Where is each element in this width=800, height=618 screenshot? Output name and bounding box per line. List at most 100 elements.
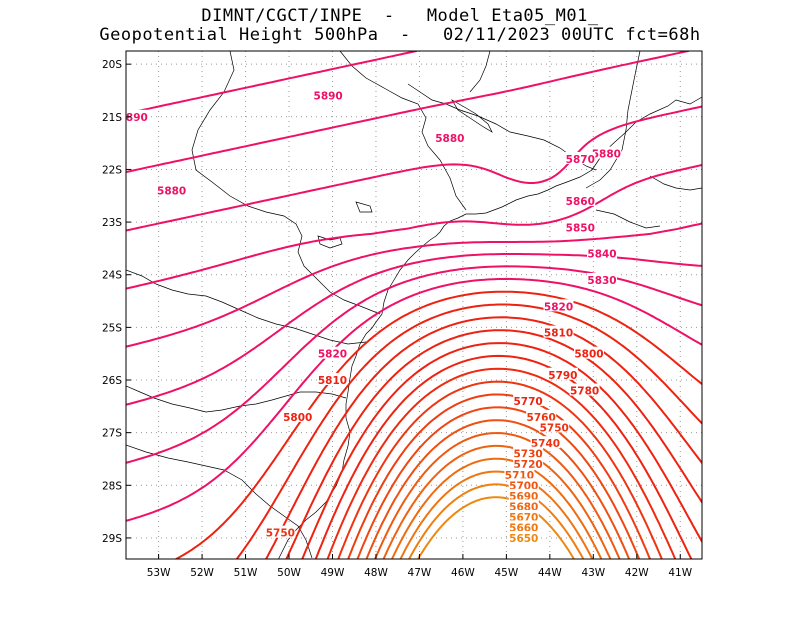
contour-label-bg — [547, 367, 578, 380]
lat-label: 23S — [102, 217, 122, 229]
lat-label: 28S — [102, 480, 122, 492]
lat-label: 25S — [102, 322, 122, 334]
state-border — [469, 51, 491, 93]
contour-label: 5810 — [318, 375, 347, 387]
contour-label-bg — [317, 346, 348, 359]
contour-label: 5810 — [544, 328, 573, 340]
contour-label-bg — [513, 394, 544, 407]
contour-label: 5820 — [544, 301, 573, 313]
contour-5770 — [301, 342, 702, 559]
contour-label: 5850 — [566, 222, 595, 234]
contour-5890 — [126, 51, 418, 115]
contour-label: 5870 — [566, 154, 595, 166]
contour-label: 5790 — [548, 370, 577, 382]
plot-frame — [125, 50, 703, 560]
state-border — [126, 385, 347, 413]
contour-label-bg — [313, 88, 344, 101]
contour-label: 5750 — [266, 528, 295, 540]
contour-label-bg — [434, 130, 465, 143]
contour-label-bg — [530, 436, 561, 449]
contour-label-bg — [508, 478, 539, 491]
contour-5810 — [175, 290, 702, 559]
contour-label: 5800 — [283, 412, 312, 424]
lon-label: 53W — [147, 567, 171, 579]
contour-5880 — [126, 51, 690, 173]
contour-5740 — [337, 380, 663, 559]
contour-label-bg — [591, 146, 622, 159]
lon-label: 47W — [408, 567, 432, 579]
lat-label: 24S — [102, 270, 122, 282]
contour-label-bg — [513, 446, 544, 459]
contour-5650 — [417, 496, 575, 559]
contour-label: 5840 — [587, 249, 616, 261]
country-border — [126, 444, 313, 559]
contour-label-bg — [565, 220, 596, 233]
contour-label-bg — [126, 109, 149, 122]
contour-label-bg — [508, 530, 539, 543]
bay — [451, 99, 493, 133]
coast-detail — [649, 175, 702, 191]
contour-label: 5770 — [513, 396, 542, 408]
contour-label-bg — [504, 467, 535, 480]
contour-5800 — [235, 303, 702, 559]
height-contours — [126, 51, 702, 559]
contour-label: 890 — [126, 112, 148, 124]
contour-5780 — [285, 329, 702, 559]
contour-label-bg — [565, 151, 596, 164]
contour-label: 5890 — [314, 91, 343, 103]
contour-5860 — [126, 164, 702, 290]
lat-label: 20S — [102, 59, 122, 71]
contour-label-bg — [282, 409, 313, 422]
contour-labels: 5890890588058805880587058605850584058305… — [126, 88, 622, 545]
lat-label: 22S — [102, 164, 122, 176]
state-border — [339, 51, 467, 211]
lat-label: 21S — [102, 112, 122, 124]
contour-label-bg — [587, 246, 618, 259]
contour-label-bg — [513, 457, 544, 470]
contour-label: 5650 — [509, 533, 538, 545]
graticule — [126, 51, 702, 559]
contour-label-bg — [565, 194, 596, 207]
coastline — [278, 96, 702, 559]
contour-label: 5830 — [587, 275, 616, 287]
state-border — [585, 51, 641, 189]
contour-label-bg — [543, 299, 574, 312]
contour-5730 — [347, 393, 651, 559]
lon-label: 52W — [190, 567, 214, 579]
contour-label-bg — [508, 499, 539, 512]
lon-label: 46W — [451, 567, 475, 579]
contour-label-bg — [569, 383, 600, 396]
lon-label: 49W — [321, 567, 345, 579]
coast-detail — [595, 209, 661, 229]
map-title-line1: DIMNT/CGCT/INPE - Model Eta05_M01_ — [201, 6, 599, 26]
lon-label: 45W — [495, 567, 519, 579]
lat-label: 27S — [102, 428, 122, 440]
contour-5870 — [126, 105, 702, 232]
lat-label: 29S — [102, 533, 122, 545]
contour-5720 — [356, 406, 641, 559]
contour-label: 5860 — [566, 196, 595, 208]
lat-label: 26S — [102, 375, 122, 387]
lon-label: 41W — [668, 567, 692, 579]
contour-label-bg — [508, 520, 539, 533]
contour-5760 — [314, 354, 693, 559]
contour-label-bg — [156, 183, 187, 196]
contour-5750 — [326, 367, 677, 559]
contour-label: 5880 — [157, 186, 186, 198]
lon-label: 44W — [538, 567, 562, 579]
contour-label: 5780 — [570, 386, 599, 398]
contour-label-bg — [526, 409, 557, 422]
contour-label-bg — [587, 272, 618, 285]
lon-label: 42W — [625, 567, 649, 579]
contour-label: 5750 — [540, 422, 569, 434]
contour-label-bg — [265, 525, 296, 538]
contour-5840 — [126, 253, 702, 406]
contour-label: 5800 — [574, 349, 603, 361]
contour-label: 5880 — [592, 149, 621, 161]
lon-label: 48W — [364, 567, 388, 579]
contour-5820 — [126, 277, 702, 522]
contour-label: 5880 — [435, 133, 464, 145]
lon-label: 50W — [277, 567, 301, 579]
